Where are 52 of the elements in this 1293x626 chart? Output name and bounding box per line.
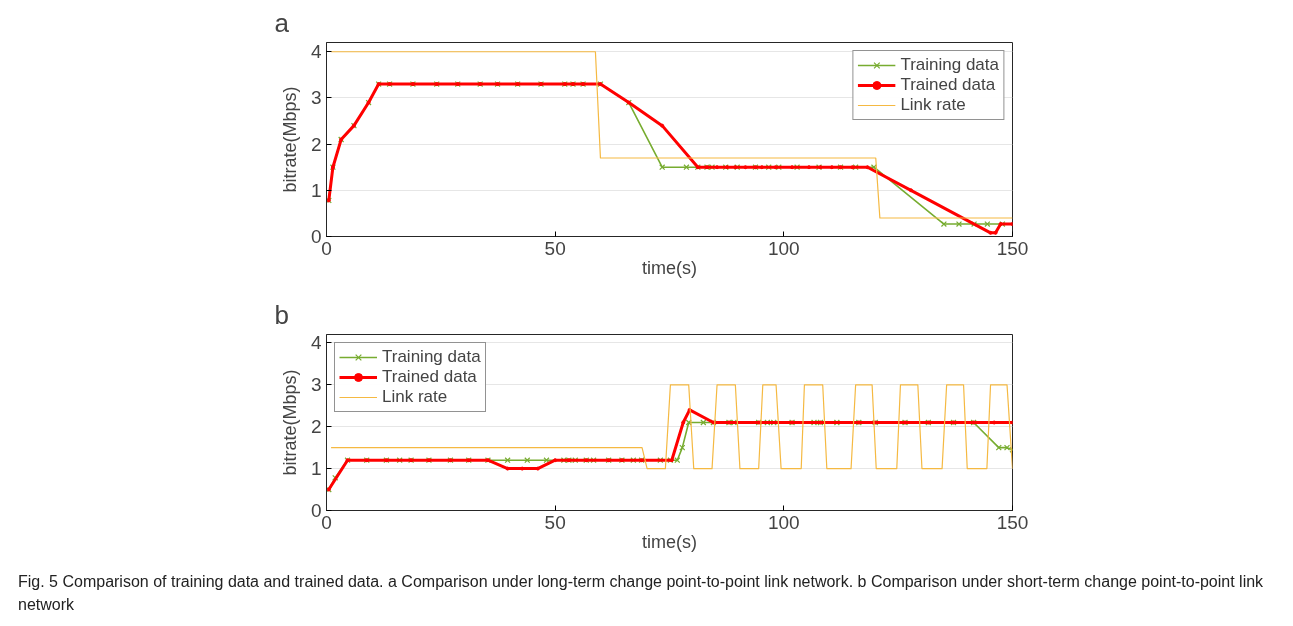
x-axis-title: time(s) (642, 531, 697, 552)
point (940, 220, 947, 228)
legend-label: Training data (382, 347, 481, 367)
point (773, 165, 778, 170)
legend-label: Training data (900, 55, 999, 75)
legend-label: Link rate (900, 95, 966, 115)
point (504, 457, 511, 464)
x-tick-label: 150 (996, 237, 1029, 259)
point (715, 165, 720, 170)
y-tick-label: 3 (310, 374, 322, 396)
legend-label: Link rate (382, 387, 448, 407)
point (683, 164, 690, 171)
point (520, 466, 525, 471)
x-tick-label: 150 (996, 511, 1029, 533)
x-tick-label: 50 (544, 237, 566, 259)
point (743, 165, 748, 170)
y-tick-label: 2 (310, 133, 322, 155)
chart-title: b (274, 299, 289, 330)
x-tick-label: 100 (767, 511, 800, 533)
point (681, 420, 686, 425)
y-axis-title: bitrate(Mbps) (279, 369, 300, 476)
point (660, 123, 665, 128)
point (850, 165, 855, 170)
point (759, 165, 764, 170)
y-tick-label: 1 (310, 458, 322, 480)
point (543, 457, 550, 464)
point (988, 230, 993, 235)
point (700, 419, 707, 426)
x-axis-title: time(s) (642, 257, 697, 278)
x-tick-label: 100 (767, 237, 800, 259)
point (790, 165, 795, 170)
y-tick-label: 2 (310, 416, 322, 438)
point (829, 165, 834, 170)
y-tick-label: 4 (310, 41, 322, 63)
x-tick-label: 50 (544, 511, 566, 533)
point (553, 458, 558, 463)
point (535, 466, 540, 471)
caption: Fig. 5 Comparison of training data and trained data. a Comparison under long-term change point-to-point link network. b Comparison under short-term change point-to-point link network (18, 572, 1265, 615)
point (908, 188, 913, 193)
chart-title: a (274, 7, 290, 38)
point (806, 165, 811, 170)
legend-label: Trained data (382, 367, 477, 387)
point (865, 165, 870, 170)
y-axis-title: bitrate(Mbps) (279, 86, 300, 193)
point (505, 466, 510, 471)
y-tick-label: 4 (310, 332, 322, 354)
point (993, 230, 998, 235)
legend-label: Trained data (900, 75, 996, 95)
y-tick-label: 1 (310, 179, 322, 201)
y-tick-label: 3 (310, 87, 322, 109)
point (984, 220, 991, 228)
point (995, 444, 1002, 451)
